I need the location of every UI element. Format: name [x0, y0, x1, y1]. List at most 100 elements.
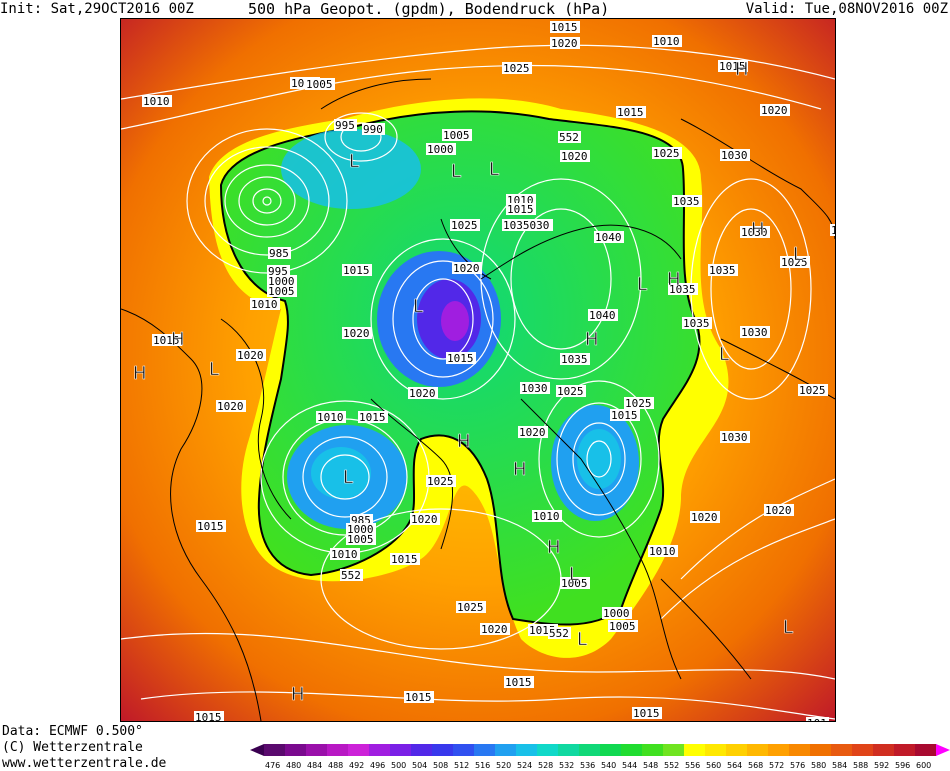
pressure-label: 1025 — [781, 256, 808, 269]
pressure-label-box — [408, 387, 438, 399]
low-pressure-marker: L — [489, 159, 499, 180]
legend-value-label: 520 — [496, 761, 511, 770]
pressure-label: 1025 — [457, 601, 484, 614]
legend-swatch — [642, 744, 664, 756]
pressure-label: 1025 — [451, 219, 478, 232]
pressure-label-box — [780, 256, 810, 268]
pressure-label-box — [316, 411, 346, 423]
pressure-label: 1020 — [519, 426, 546, 439]
pressure-label-box — [708, 264, 738, 276]
legend-value-label: 480 — [286, 761, 301, 770]
legend-value-label: 532 — [559, 761, 574, 770]
pressure-label-box — [550, 37, 580, 49]
pressure-label: 1005 — [347, 533, 374, 546]
legend-swatch — [411, 744, 433, 756]
legend-swatch — [789, 744, 811, 756]
pressure-label: 1020 — [217, 400, 244, 413]
pressure-label-box — [616, 106, 646, 118]
pressure-label-box — [346, 523, 376, 535]
legend-value-label: 516 — [475, 761, 490, 770]
pressure-label-box — [764, 504, 794, 516]
pressure-label: 1005 — [443, 129, 470, 142]
pressure-label-box — [608, 620, 638, 632]
low-pressure-marker: L — [719, 344, 729, 365]
pressure-label: 1015 — [551, 21, 578, 34]
pressure-label-box — [236, 349, 266, 361]
pressure-label-box — [330, 548, 360, 560]
pressure-label: 1000 — [347, 523, 374, 536]
pressure-label: 1015 — [507, 203, 534, 216]
pressure-label: 990 — [363, 123, 383, 136]
pressure-label: 1010 — [251, 298, 278, 311]
pressure-label-box — [682, 317, 712, 329]
pressure-label: 1035 — [709, 264, 736, 277]
pressure-label: 1040 — [589, 309, 616, 322]
height-low-siberia-core — [577, 429, 621, 489]
pressure-label: 1035 — [673, 195, 700, 208]
pressure-label-box — [506, 203, 536, 215]
init-time-label: Init: Sat,29OCT2016 00Z — [0, 1, 194, 17]
pressure-label: 1015 — [343, 264, 370, 277]
height-low-atlantic — [281, 129, 421, 209]
height-low-pole-center — [441, 301, 469, 341]
pressure-label-box — [558, 131, 581, 143]
pressure-label: 1015 — [405, 691, 432, 704]
legend-swatch — [516, 744, 538, 756]
pressure-label: 1010 — [143, 95, 170, 108]
pressure-label: 1025 — [503, 62, 530, 75]
legend-value-label: 584 — [832, 761, 847, 770]
pressure-label-box — [452, 262, 482, 274]
pressure-label-box — [560, 577, 590, 589]
pressure-label-box — [152, 334, 182, 346]
pressure-label: 552 — [549, 627, 569, 640]
pressure-label-box — [342, 264, 372, 276]
pressure-label: 1015 — [617, 106, 644, 119]
pressure-label-box — [560, 353, 590, 365]
pressure-label-box — [550, 21, 580, 33]
pressure-label: 1005 — [306, 78, 333, 91]
pressure-label: 1010 — [317, 411, 344, 424]
pressure-label: 1020 — [453, 262, 480, 275]
pressure-label: 1005 — [561, 577, 588, 590]
website-label: www.wetterzentrale.de — [2, 756, 167, 771]
pressure-label: 1015 — [831, 224, 835, 237]
legend-value-label: 504 — [412, 761, 427, 770]
legend-value-label: 568 — [748, 761, 763, 770]
legend-swatch — [894, 744, 916, 756]
high-pressure-marker: H — [547, 537, 561, 558]
pressure-label-box — [610, 409, 640, 421]
pressure-label-box — [548, 627, 571, 639]
pressure-label-box — [504, 676, 534, 688]
legend-swatch — [285, 744, 307, 756]
legend-swatch — [537, 744, 559, 756]
pressure-label: 1005 — [609, 620, 636, 633]
legend-value-label: 524 — [517, 761, 532, 770]
legend-value-label: 560 — [706, 761, 721, 770]
pressure-label: 1020 — [409, 387, 436, 400]
pressure-label: 1020 — [343, 327, 370, 340]
pressure-label-box — [718, 60, 748, 72]
pressure-label-box — [518, 426, 548, 438]
pressure-label: 1020 — [411, 513, 438, 526]
legend-value-label: 592 — [874, 761, 889, 770]
pressure-label-box — [624, 397, 654, 409]
pressure-label-box — [672, 195, 702, 207]
legend-swatch — [600, 744, 622, 756]
pressure-label-box — [194, 711, 224, 721]
pressure-label: 1035 — [669, 283, 696, 296]
pressure-label-box — [480, 623, 510, 635]
pressure-label: 1035 — [683, 317, 710, 330]
pressure-label: 1030 — [721, 149, 748, 162]
legend-swatch — [306, 744, 328, 756]
map-title: 500 hPa Geopot. (gpdm), Bodendruck (hPa) — [248, 0, 610, 18]
legend-swatch — [432, 744, 454, 756]
legend-swatch — [579, 744, 601, 756]
pressure-label-box — [334, 119, 357, 131]
pressure-label: 1015 — [197, 520, 224, 533]
low-pressure-marker: L — [349, 151, 359, 172]
legend-swatch — [915, 744, 937, 756]
legend-value-label: 488 — [328, 761, 343, 770]
pressure-label-box — [305, 78, 335, 90]
pressure-label: 1025 — [653, 147, 680, 160]
